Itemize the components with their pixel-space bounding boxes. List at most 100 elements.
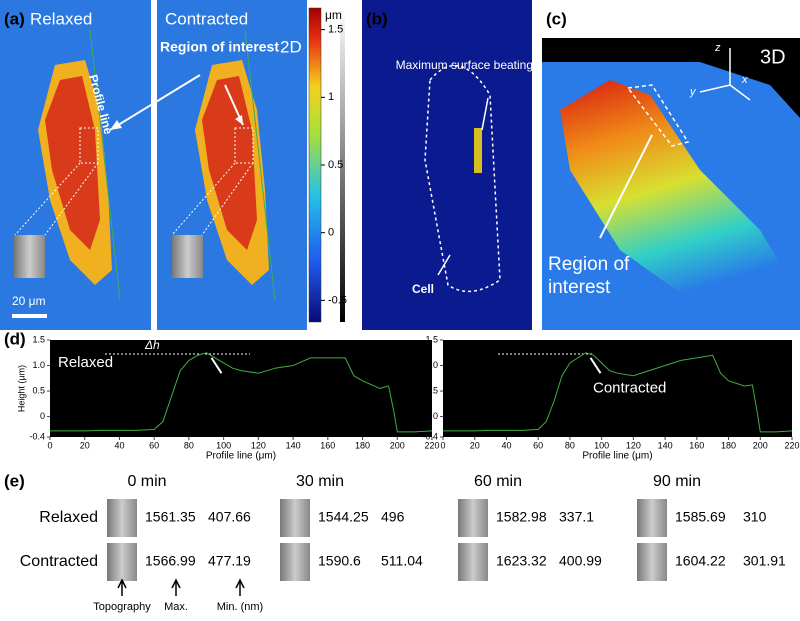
profile-charts: -0.400.51.01.50 20 40 60 80 100 120 140 160 180 20… — [16, 334, 799, 461]
panel-b: (b) Maximum surface beating area Cell — [362, 0, 561, 330]
roi-box — [79, 127, 99, 164]
footer-label: Min. (nm) — [217, 601, 263, 613]
thumbnail — [172, 235, 203, 278]
colorbar-tick-label: 0.5 — [328, 159, 343, 171]
arrow — [117, 578, 127, 596]
x-tick-label: 220 — [424, 440, 439, 450]
profile-line — [443, 352, 793, 433]
max-value: 1585.69 — [675, 509, 726, 525]
thumbnail — [637, 543, 667, 581]
row-header: Contracted — [20, 553, 98, 570]
y-axis-label: Height (μm) — [16, 365, 26, 412]
y-tick-label: 1.0 — [32, 360, 45, 370]
min-value: 407.66 — [208, 509, 251, 525]
scale-bar — [12, 314, 47, 318]
background — [542, 38, 800, 118]
x-tick-label: 140 — [286, 440, 301, 450]
x-tick-label: 60 — [149, 440, 159, 450]
x-tick-label: 20 — [470, 440, 480, 450]
x-tick-label: 140 — [658, 440, 673, 450]
x-tick-label: 0 — [47, 440, 52, 450]
min-value: 400.99 — [559, 553, 602, 569]
profile-line — [244, 29, 276, 301]
cell — [45, 76, 100, 250]
x-tick-label: 180 — [355, 440, 370, 450]
x-tick-label: 220 — [784, 440, 799, 450]
thumbnail — [280, 499, 310, 537]
profile-line — [89, 29, 121, 301]
surface — [560, 80, 790, 310]
axis-label: y — [689, 86, 697, 98]
thumbnail — [14, 235, 45, 278]
column-header: 90 min — [653, 473, 701, 490]
min-value: 310 — [743, 509, 767, 525]
x-tick-label: 80 — [565, 440, 575, 450]
min-value: 511.04 — [381, 553, 423, 569]
panel-c: (c) 3D z y x Region of interest — [542, 9, 800, 330]
y-tick-label: 0.5 — [32, 385, 45, 395]
mode-label: 3D — [760, 46, 786, 68]
image-label: Contracted — [165, 9, 248, 28]
profile-line — [50, 352, 433, 433]
table: (e) 0 min 30 min 60 min 90 min Relaxed 1561.3… — [4, 471, 786, 612]
x-axis-label: Profile line (μm) — [582, 451, 652, 462]
x-tick-label: 100 — [216, 440, 231, 450]
roi-label: Region of interest — [160, 39, 279, 55]
roi-box — [626, 84, 690, 147]
axis-label: x — [741, 74, 748, 86]
colorbar-tick-label: 1 — [328, 91, 334, 103]
x-tick-label: 60 — [533, 440, 543, 450]
colorbar-ticks: 1.5 1 0.5 0 -0.5 — [321, 24, 347, 306]
plot-area — [50, 340, 432, 437]
panel-label: (b) — [366, 9, 388, 28]
axes — [699, 48, 751, 101]
mode-label: 2D — [280, 37, 302, 56]
x-tick-label: 120 — [251, 440, 266, 450]
thumbnail — [458, 543, 488, 581]
roi-box — [234, 127, 254, 164]
chart-annotation: Contracted — [593, 379, 666, 396]
x-tick-label: 200 — [390, 440, 405, 450]
max-value: 1590.6 — [318, 553, 361, 569]
zoom-lines — [14, 162, 254, 236]
footer-label: Topography — [93, 601, 151, 613]
max-value: 1566.99 — [145, 553, 196, 569]
x-tick-label: 180 — [721, 440, 736, 450]
x-tick-label: 120 — [626, 440, 641, 450]
chart-annotation: Relaxed — [58, 354, 113, 371]
chart-annotation: Δh — [144, 338, 160, 352]
column-header: 30 min — [296, 473, 344, 490]
roi-label: interest — [548, 277, 611, 298]
panel-label: (a) — [4, 9, 25, 28]
plot-area — [443, 340, 792, 437]
max-value: 1604.22 — [675, 553, 726, 569]
arrow — [599, 134, 653, 239]
thumbnail — [107, 543, 137, 581]
image-label: Relaxed — [30, 9, 92, 28]
column-header: 60 min — [474, 473, 522, 490]
colorbar-tick-label: 1.5 — [328, 24, 343, 36]
roi-label: Region of — [548, 254, 630, 275]
x-tick-label: 80 — [184, 440, 194, 450]
min-value: 496 — [381, 509, 405, 525]
panel-label: (e) — [4, 471, 25, 490]
arrow — [210, 357, 223, 374]
y-tick-label: -0.4 — [29, 431, 45, 441]
y-tick-label: 1.0 — [425, 360, 438, 370]
thumbnail — [280, 543, 310, 581]
colorbar-tick-label: 0 — [328, 227, 334, 239]
y-tick-label: -0.4 — [422, 431, 438, 441]
x-tick-label: 0 — [440, 440, 445, 450]
x-axis-label: Profile line (μm) — [206, 451, 276, 462]
x-tick-label: 200 — [753, 440, 768, 450]
thumbnail — [458, 499, 488, 537]
colorbar-unit: μm — [325, 8, 342, 22]
panel-a: (a) Relaxed Contracted Profile line Regi… — [0, 0, 347, 330]
x-tick-label: 20 — [80, 440, 90, 450]
arrow — [171, 578, 181, 596]
cell-outline — [424, 64, 501, 293]
x-tick-label: 40 — [501, 440, 511, 450]
x-tick-label: 160 — [320, 440, 335, 450]
arrow — [589, 357, 602, 374]
